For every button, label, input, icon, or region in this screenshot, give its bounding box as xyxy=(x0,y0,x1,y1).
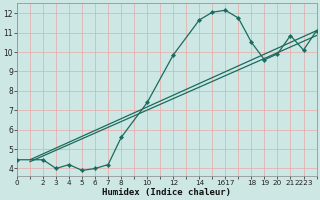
X-axis label: Humidex (Indice chaleur): Humidex (Indice chaleur) xyxy=(102,188,231,197)
